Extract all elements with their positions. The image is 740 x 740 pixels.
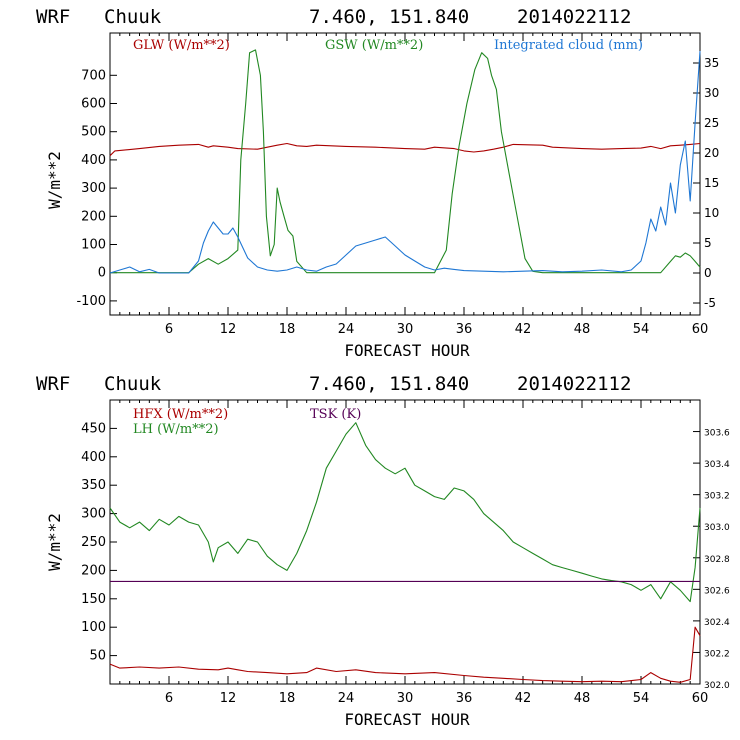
chart1-xtick-label: 30 [397, 322, 414, 337]
chart1-y2tick-label: 25 [704, 116, 719, 130]
chart2-xtick-label: 54 [633, 691, 650, 706]
chart2-xlabel: FORECAST HOUR [344, 710, 470, 729]
chart2-xtick-label: 42 [515, 691, 532, 706]
chart2-xtick-label: 30 [397, 691, 414, 706]
chart2-series-line-0 [109, 626, 701, 683]
chart2-legend-lh: LH (W/m**2) [133, 422, 219, 437]
chart1-xtick-label: 24 [338, 322, 355, 337]
chart2-xtick-label: 48 [574, 691, 591, 706]
chart1-legend-gsw: GSW (W/m**2) [325, 38, 423, 53]
chart2-ytick-label: 450 [81, 421, 106, 436]
chart2-y2tick-label: 302.6 [704, 586, 730, 596]
chart1-xtick-label: 60 [692, 322, 709, 337]
chart1-xtick-label: 18 [279, 322, 296, 337]
chart2-legend-hfx: HFX (W/m**2) [133, 407, 228, 422]
chart1-legend-glw: GLW (W/m**2) [133, 38, 230, 53]
chart1-ytick-label: 600 [81, 97, 106, 112]
chart2-ytick-label: 150 [81, 592, 106, 607]
chart1-ytick-label: 500 [81, 125, 106, 140]
chart1-header-station: Chuuk [104, 6, 162, 28]
chart1-ytick-label: 0 [98, 266, 106, 281]
chart2-y2tick-label: 303.6 [704, 429, 730, 439]
chart2-ticks: 6 12 18 24 30 36 42 48 54 60 50 100 150 200 250 300 350 4… [81, 400, 730, 706]
chart1-y2tick-label: -5 [704, 296, 716, 310]
chart2-y2tick-label: 303.4 [704, 460, 730, 470]
chart1-series-line-0 [109, 142, 701, 157]
chart2-y2tick-label: 302.4 [704, 618, 730, 628]
chart1-xtick-label: 12 [220, 322, 237, 337]
chart1-header-model: WRF [36, 6, 70, 28]
chart1-xtick-label: 6 [165, 322, 173, 337]
chart2-y2tick-label: 302.8 [704, 555, 730, 565]
chart2-xtick-label: 36 [456, 691, 473, 706]
chart2-header-station: Chuuk [104, 373, 162, 395]
chart1-series [109, 49, 701, 274]
chart2-y2tick-label: 302.0 [704, 681, 730, 691]
chart2-ytick-label: 200 [81, 563, 106, 578]
chart1-header: WRF Chuuk 7.460, 151.840 2014022112 [36, 6, 631, 28]
chart1-legend: GLW (W/m**2) GSW (W/m**2) Integrated clo… [133, 38, 643, 53]
chart2-series-line-1 [109, 422, 701, 603]
chart1-legend-cloud: Integrated cloud (mm) [494, 38, 643, 53]
chart2-ytick-label: 250 [81, 535, 106, 550]
chart2-ylabel: W/m**2 [45, 513, 64, 571]
chart2-xtick-label: 6 [165, 691, 173, 706]
chart1-xtick-label: 36 [456, 322, 473, 337]
chart1-y2tick-label: 30 [704, 86, 719, 100]
chart2-y2tick-label: 303.0 [704, 523, 730, 533]
chart1-ytick-label: 200 [81, 209, 106, 224]
chart1-xtick-label: 42 [515, 322, 532, 337]
chart2-header-model: WRF [36, 373, 70, 395]
chart1-ytick-label: 700 [81, 68, 106, 83]
chart2-ytick-label: 50 [89, 649, 106, 664]
chart1-ylabel: W/m**2 [45, 151, 64, 209]
chart2-xtick-label: 24 [338, 691, 355, 706]
chart2-y2tick-label: 303.2 [704, 492, 730, 502]
chart1-y2tick-label: 20 [704, 146, 719, 160]
chart1-xtick-label: 48 [574, 322, 591, 337]
chart2-ytick-label: 400 [81, 450, 106, 465]
chart2-xtick-label: 12 [220, 691, 237, 706]
chart1-ytick-label: 300 [81, 181, 106, 196]
chart2-header-coords: 7.460, 151.840 [309, 373, 469, 395]
chart1-xlabel: FORECAST HOUR [344, 341, 470, 360]
chart1-xtick-label: 54 [633, 322, 650, 337]
chart1-ticks: 6 12 18 24 30 36 42 48 54 60-10001002003004005006… [76, 33, 719, 337]
chart1-y2tick-label: 15 [704, 176, 719, 190]
chart1-ytick-label: 100 [81, 238, 106, 253]
chart2-legend-tsk: TSK (K) [310, 407, 361, 422]
chart2-xtick-label: 18 [279, 691, 296, 706]
chart1-header-coords: 7.460, 151.840 [309, 6, 469, 28]
chart2-header-run: 2014022112 [517, 373, 631, 395]
chart2-legend: HFX (W/m**2) LH (W/m**2) TSK (K) [133, 407, 361, 437]
chart1-header-run: 2014022112 [517, 6, 631, 28]
chart1-y2tick-label: 0 [704, 266, 712, 280]
chart1-ytick-label: -100 [76, 294, 106, 309]
chart2-xtick-label: 60 [692, 691, 709, 706]
chart1-ytick-label: 400 [81, 153, 106, 168]
chart1-y2tick-label: 5 [704, 236, 712, 250]
chart1-series-line-2 [109, 50, 701, 274]
chart2-ytick-label: 350 [81, 478, 106, 493]
chart2-header: WRF Chuuk 7.460, 151.840 2014022112 [36, 373, 631, 395]
chart2-y2tick-label: 302.2 [704, 649, 730, 659]
chart2-series [109, 422, 701, 683]
chart1-y2tick-label: 10 [704, 206, 719, 220]
chart1-y2tick-label: 35 [704, 56, 719, 70]
chart2-ytick-label: 300 [81, 507, 106, 522]
chart1-series-line-1 [110, 49, 701, 274]
chart2-plot-area [109, 399, 701, 685]
chart2-ytick-label: 100 [81, 620, 106, 635]
